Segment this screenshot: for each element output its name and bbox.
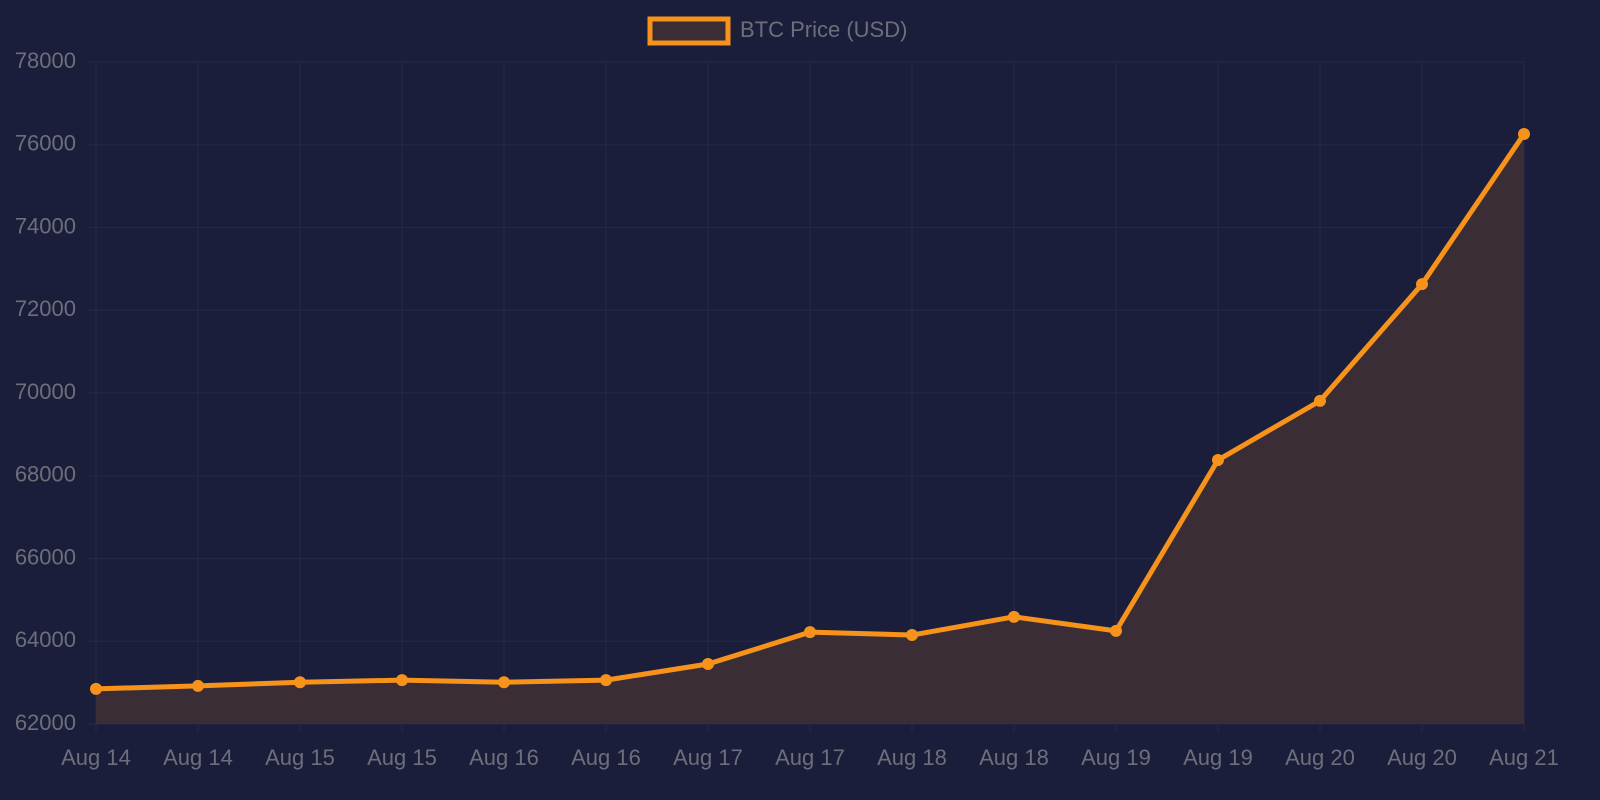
y-tick-label: 78000 (15, 48, 76, 73)
y-tick-label: 68000 (15, 462, 76, 487)
x-tick-label: Aug 19 (1183, 745, 1253, 770)
x-tick-label: Aug 19 (1081, 745, 1151, 770)
x-tick-label: Aug 18 (979, 745, 1049, 770)
point[interactable] (1212, 454, 1224, 467)
point[interactable] (1008, 610, 1020, 623)
y-tick-label: 64000 (15, 627, 76, 652)
x-tick-label: Aug 14 (163, 745, 233, 770)
x-tick-label: Aug 16 (571, 745, 641, 770)
point[interactable] (1110, 624, 1122, 637)
x-tick-label: Aug 20 (1285, 745, 1355, 770)
x-tick-label: Aug 18 (877, 745, 947, 770)
point[interactable] (906, 629, 918, 642)
legend-swatch (647, 16, 731, 46)
x-tick-label: Aug 15 (367, 745, 437, 770)
point[interactable] (804, 626, 816, 639)
point[interactable] (90, 682, 102, 695)
x-tick-label: Aug 14 (61, 745, 131, 770)
x-tick-label: Aug 20 (1387, 745, 1457, 770)
y-tick-label: 66000 (15, 544, 76, 569)
point[interactable] (702, 658, 714, 671)
point[interactable] (498, 676, 510, 689)
y-tick-label: 74000 (15, 213, 76, 238)
y-tick-label: 62000 (15, 710, 76, 735)
point[interactable] (600, 674, 612, 687)
y-tick-label: 76000 (15, 131, 76, 156)
x-tick-label: Aug 17 (673, 745, 743, 770)
point[interactable] (1416, 278, 1428, 291)
point[interactable] (396, 674, 408, 687)
legend-label[interactable]: BTC Price (USD) (740, 17, 907, 42)
point[interactable] (294, 676, 306, 689)
x-tick-label: Aug 16 (469, 745, 539, 770)
x-tick-label: Aug 15 (265, 745, 335, 770)
area (96, 133, 1524, 724)
point[interactable] (192, 679, 204, 692)
point[interactable] (1518, 127, 1530, 140)
point[interactable] (1314, 394, 1326, 407)
y-tick-label: 70000 (15, 379, 76, 404)
y-tick-label: 72000 (15, 296, 76, 321)
x-tick-label: Aug 21 (1489, 745, 1559, 770)
x-tick-label: Aug 17 (775, 745, 845, 770)
